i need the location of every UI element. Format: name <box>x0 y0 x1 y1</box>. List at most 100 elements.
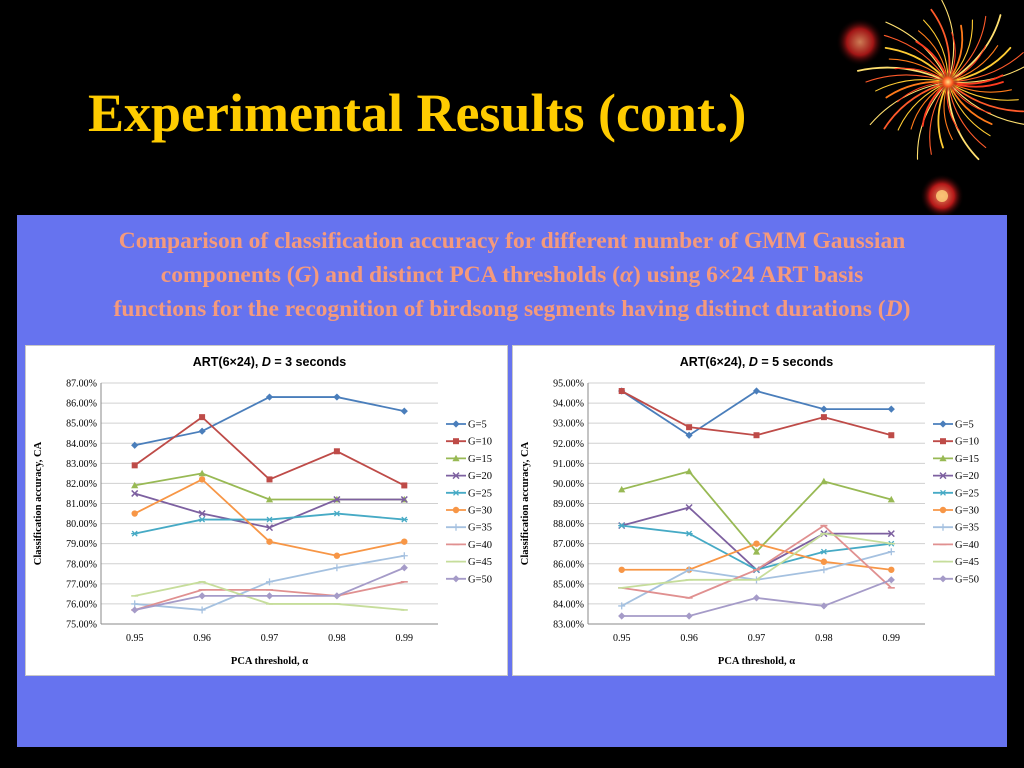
legend-marker <box>939 420 947 428</box>
data-point <box>131 489 139 497</box>
x-tick-label: 0.97 <box>261 633 279 644</box>
series-g15 <box>618 467 895 555</box>
legend-label: G=45 <box>955 557 979 568</box>
legend-label: G=35 <box>468 523 492 534</box>
series-g5 <box>618 387 895 439</box>
legend-entry: G=25 <box>933 488 979 499</box>
series-line <box>621 390 892 437</box>
chart-caption: Comparison of classification accuracy fo… <box>17 224 1007 326</box>
legend-entry: G=45 <box>446 557 492 568</box>
legend-label: G=30 <box>955 506 979 517</box>
data-point <box>333 495 341 504</box>
data-point <box>753 432 760 439</box>
legend-marker <box>939 575 947 583</box>
legend-label: G=20 <box>955 471 979 482</box>
legend-marker <box>452 489 460 496</box>
y-tick-label: 84.00% <box>553 599 584 610</box>
legend-entry: G=25 <box>446 488 492 499</box>
data-point <box>820 558 828 565</box>
x-tick-label: 0.96 <box>193 633 211 644</box>
data-point <box>198 469 206 477</box>
y-axis-label: Classification accuracy, CA <box>33 441 44 565</box>
data-point <box>618 485 626 493</box>
x-axis-label: PCA threshold, α <box>231 656 308 667</box>
legend-entry: G=45 <box>933 557 979 568</box>
chart-title-prefix: ART(6×24), <box>193 355 262 369</box>
data-point <box>820 414 827 421</box>
data-point <box>400 516 408 523</box>
chart-d5: ART(6×24), D = 5 seconds 83.00% 84.00% 85.0… <box>512 345 995 676</box>
legend-label: G=30 <box>468 506 492 517</box>
chart-title-var: D <box>262 355 271 369</box>
data-point <box>131 510 138 517</box>
legend-entry: G=5 <box>933 420 974 431</box>
legend-marker <box>453 438 459 445</box>
firework-core <box>938 72 958 92</box>
legend-entry: G=40 <box>933 540 979 551</box>
data-point <box>333 393 341 401</box>
chart-d5-svg: ART(6×24), D = 5 seconds 83.00% 84.00% 85.0… <box>520 355 979 667</box>
data-point <box>820 566 828 574</box>
series-g30 <box>618 540 895 573</box>
caption-line2-b: ) and distinct PCA thresholds ( <box>311 262 620 288</box>
caption-line2-c: ) using 6×24 ART basis <box>632 262 864 288</box>
data-point <box>266 538 273 545</box>
chart-title: ART(6×24), D = 3 seconds <box>193 355 347 369</box>
y-tick-label: 80.00% <box>66 519 97 530</box>
legend-marker <box>939 489 947 496</box>
y-tick-label: 95.00% <box>553 379 584 390</box>
y-tick-label: 75.00% <box>66 620 97 631</box>
data-point <box>131 462 138 469</box>
y-tick-label: 78.00% <box>66 559 97 570</box>
series-g5 <box>131 393 408 449</box>
caption-g: G <box>294 262 312 288</box>
data-point <box>887 495 895 503</box>
series-g25 <box>131 510 408 537</box>
caption-alpha: α <box>619 262 633 288</box>
legend-entry: G=15 <box>446 454 492 465</box>
y-tick-label: 89.00% <box>553 499 584 510</box>
y-axis-label: Classification accuracy, CA <box>520 441 531 565</box>
data-point <box>198 427 206 435</box>
data-point <box>131 606 139 614</box>
x-tick-label: 0.99 <box>396 633 414 644</box>
x-tick-label: 0.98 <box>328 633 346 644</box>
legend-label: G=5 <box>468 420 487 431</box>
series-g10 <box>618 388 895 439</box>
y-tick-label: 77.00% <box>66 579 97 590</box>
caption-line3-a: functions for the recognition of birdson… <box>113 296 886 322</box>
legend-label: G=10 <box>468 437 492 448</box>
data-point <box>400 407 408 415</box>
legend-marker <box>939 523 947 531</box>
legend-entry: G=20 <box>933 471 979 482</box>
x-tick-label: 0.98 <box>815 633 833 644</box>
data-point <box>685 530 693 537</box>
slide-title: Experimental Results (cont.) <box>88 83 747 143</box>
y-tick-label: 83.00% <box>66 459 97 470</box>
data-point <box>265 524 274 532</box>
series-g10 <box>131 414 408 489</box>
legend-entry: G=35 <box>933 523 979 534</box>
data-point <box>198 510 206 518</box>
data-point <box>820 405 828 413</box>
chart-title-suffix: = 3 seconds <box>271 355 346 369</box>
legend-entry: G=10 <box>446 437 492 448</box>
legend-label: G=50 <box>955 574 979 585</box>
caption-line1: Comparison of classification accuracy fo… <box>118 228 906 254</box>
data-point <box>333 552 341 559</box>
data-point <box>752 548 761 555</box>
data-point <box>685 566 693 574</box>
legend-marker <box>452 506 460 514</box>
data-point <box>265 393 274 401</box>
legend-label: G=40 <box>955 540 979 551</box>
x-tick-label: 0.95 <box>613 633 631 644</box>
legend-label: G=10 <box>955 437 979 448</box>
data-point <box>685 612 693 620</box>
data-point <box>400 552 408 560</box>
caption-line2-a: components ( <box>160 262 295 288</box>
data-point <box>198 476 206 483</box>
y-tick-label: 86.00% <box>66 399 97 410</box>
series-line <box>134 415 405 487</box>
y-tick-label: 85.00% <box>553 579 584 590</box>
x-axis-label: PCA threshold, α <box>718 656 795 667</box>
